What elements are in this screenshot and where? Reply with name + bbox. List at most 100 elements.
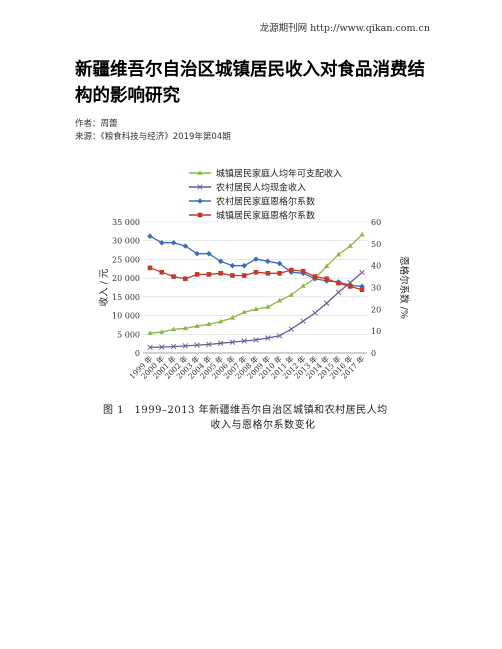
- series-4-point: [230, 273, 235, 278]
- series-2-point: [335, 289, 342, 296]
- series-2-point: [265, 335, 271, 341]
- series-3-point: [253, 256, 259, 262]
- series-3-point: [276, 260, 283, 267]
- series-2-point: [300, 318, 306, 324]
- article-author: 作者：周蕾: [75, 119, 118, 129]
- income-engel-chart: 城镇居民家庭人均年可支配收入农村居民人均现金收入农村居民家庭恩格尔系数城镇居民家…: [98, 168, 410, 381]
- series-1-point: [218, 318, 224, 324]
- y2-tick-label: 0: [371, 349, 376, 358]
- series-2-point: [147, 344, 153, 351]
- legend-label-2: 农村居民人均现金收入: [216, 182, 306, 194]
- series-1-point: [159, 329, 165, 334]
- series-3-point: [147, 233, 153, 239]
- series-4-point: [312, 274, 318, 279]
- series-2-point: [182, 343, 189, 349]
- series-2-point: [159, 344, 165, 350]
- series-2-point: [206, 341, 212, 348]
- y2-tick-label: 40: [371, 262, 381, 271]
- y2-axis-title: 恩格尔系数 /%: [398, 256, 410, 319]
- series-2-point: [253, 337, 259, 343]
- series-1-point: [276, 297, 283, 303]
- y-tick-label: 10 000: [112, 312, 140, 321]
- series-1-point: [300, 283, 306, 288]
- series-3-point: [241, 262, 248, 269]
- series-2-point: [359, 269, 365, 276]
- series-2-point: [288, 326, 295, 332]
- chart-series: [147, 231, 365, 351]
- series-2-point: [194, 342, 200, 348]
- figure-caption-line2: 收入与恩格尔系数变化: [210, 420, 316, 431]
- y-tick-label: 5 000: [117, 330, 140, 339]
- series-3-point: [229, 262, 236, 269]
- series-2-point: [276, 333, 283, 339]
- series-2-point: [312, 310, 318, 316]
- legend-marker-2: [197, 184, 203, 190]
- y2-tick-label: 10: [371, 327, 381, 336]
- y2-tick-label: 50: [371, 240, 381, 249]
- series-2-point: [241, 338, 247, 344]
- series-1-point: [253, 306, 259, 312]
- series-4-point: [347, 284, 353, 289]
- journal-site-header: 龙源期刊网 http://www.qikan.com.cn: [259, 23, 430, 34]
- series-3-point: [158, 239, 165, 246]
- y2-tick-label: 30: [371, 284, 381, 293]
- legend-label-1: 城镇居民家庭人均年可支配收入: [216, 168, 342, 180]
- series-4-point: [289, 267, 294, 273]
- legend-label-4: 城镇居民家庭恩格尔系数: [216, 210, 315, 222]
- article-title: 新疆维吾尔自治区城镇居民收入对食品消费结构的影响研究: [75, 60, 425, 106]
- series-1-point: [147, 330, 153, 335]
- series-4-point: [206, 272, 212, 277]
- series-4-point: [241, 273, 247, 278]
- series-4-point: [359, 287, 365, 292]
- series-4-point: [336, 280, 341, 286]
- series-1-point: [182, 325, 188, 331]
- series-1-point: [206, 321, 212, 326]
- legend-marker-1: [197, 170, 203, 175]
- legend-marker-3: [197, 198, 203, 204]
- legend-marker-4: [197, 212, 203, 218]
- chart-grid: [143, 221, 367, 354]
- series-1-point: [229, 315, 236, 320]
- series-4-point: [265, 271, 271, 276]
- series-4-point: [194, 272, 200, 277]
- series-4-point: [218, 271, 223, 276]
- y-tick-label: 35 000: [112, 218, 140, 227]
- series-4-point: [253, 269, 259, 275]
- series-4-point: [183, 276, 188, 282]
- y2-tick-label: 20: [371, 305, 381, 314]
- series-2-point: [217, 340, 224, 346]
- series-4-point: [171, 274, 176, 279]
- series-2-point: [323, 300, 330, 306]
- series-1-point: [359, 231, 365, 237]
- series-1-point: [170, 326, 177, 332]
- chart-legend: 城镇居民家庭人均年可支配收入农村居民人均现金收入农村居民家庭恩格尔系数城镇居民家…: [189, 168, 342, 222]
- series-4-point: [277, 271, 282, 276]
- series-1-point: [241, 309, 247, 315]
- series-4-point: [300, 268, 306, 274]
- series-1-point: [194, 323, 200, 328]
- legend-label-3: 农村居民家庭恩格尔系数: [216, 196, 315, 208]
- y-tick-label: 30 000: [112, 237, 140, 246]
- series-line-1: [149, 234, 363, 334]
- series-1-point: [288, 292, 294, 297]
- y-axis-title: 收入 / 元: [98, 268, 110, 306]
- y-tick-label: 20 000: [112, 274, 140, 283]
- y2-tick-label: 60: [371, 218, 381, 227]
- series-4-point: [147, 265, 153, 271]
- series-2-point: [170, 343, 177, 350]
- y-tick-label: 0: [135, 349, 140, 358]
- y-tick-label: 15 000: [112, 293, 140, 302]
- figure-caption-line1: 图 1 1999–2013 年新疆维吾尔自治区城镇和农村居民人均: [103, 405, 388, 416]
- series-1-point: [265, 304, 271, 309]
- article-source: 来源：《粮食科技与经济》2019年第04期: [75, 132, 231, 142]
- series-1-point: [324, 263, 330, 268]
- chart-axes: 0 5 000 10 000 15 000 20 000 25 000 30 000 35 0…: [98, 218, 410, 358]
- series-2-point: [229, 339, 236, 345]
- series-4-point: [159, 269, 165, 275]
- series-1-point: [347, 243, 353, 248]
- series-3-point: [217, 258, 224, 265]
- series-4-point: [324, 276, 329, 282]
- y-tick-label: 25 000: [112, 255, 140, 264]
- series-1-point: [335, 251, 342, 257]
